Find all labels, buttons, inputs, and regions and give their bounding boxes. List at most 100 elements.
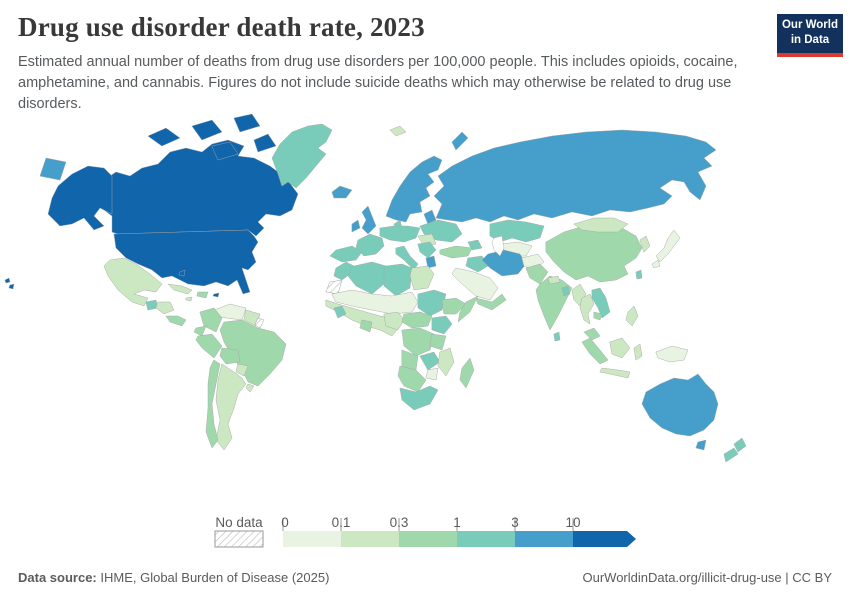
region-pakistan[interactable] (525, 263, 549, 285)
region-paraguay[interactable] (235, 363, 249, 377)
region-french-guiana[interactable] (254, 317, 265, 329)
region-bolivia[interactable] (219, 347, 241, 365)
region-bangladesh[interactable] (561, 285, 571, 297)
region-central-europe[interactable] (379, 225, 421, 243)
region-japan[interactable] (651, 229, 681, 269)
footer-link[interactable]: OurWorldinData.org/illicit-drug-use (582, 570, 782, 585)
legend-bin-5[interactable] (573, 531, 636, 547)
region-sri-lanka[interactable] (553, 331, 561, 342)
region-western-sahara[interactable] (325, 279, 343, 295)
region-brazil[interactable] (219, 319, 287, 387)
region-chile[interactable] (205, 359, 221, 449)
legend-bin-3[interactable] (457, 531, 515, 547)
region-caucasus[interactable] (467, 239, 483, 251)
region-tanzania[interactable] (429, 333, 447, 351)
owid-logo[interactable]: Our World in Data (777, 14, 843, 57)
region-alaska[interactable] (47, 165, 113, 231)
region-australia[interactable] (641, 373, 719, 437)
region-sahel[interactable] (331, 289, 419, 315)
region-indonesia-sumatra[interactable] (581, 337, 609, 365)
region-baltics[interactable] (423, 209, 437, 225)
region-mongolia[interactable] (573, 217, 629, 233)
region-iberia[interactable] (329, 245, 363, 263)
region-taiwan[interactable] (635, 269, 643, 280)
region-peru[interactable] (195, 333, 223, 359)
region-bahamas[interactable] (178, 269, 186, 277)
region-novaya-zemlya[interactable] (451, 131, 469, 151)
region-mozambique[interactable] (437, 347, 455, 377)
region-hungary-romania[interactable] (417, 233, 437, 247)
region-tasmania[interactable] (695, 439, 707, 451)
region-nigeria[interactable] (383, 311, 405, 331)
region-iceland[interactable] (331, 185, 353, 199)
region-algeria[interactable] (347, 261, 387, 295)
region-nepal[interactable] (547, 275, 561, 285)
region-canada[interactable] (99, 139, 299, 237)
region-china[interactable] (545, 223, 643, 283)
region-usa[interactable] (113, 229, 259, 295)
legend-bin-2[interactable] (399, 531, 457, 547)
region-madagascar[interactable] (459, 357, 475, 389)
region-greenland[interactable] (271, 123, 333, 189)
region-egypt[interactable] (409, 265, 435, 291)
region-kenya[interactable] (431, 315, 453, 335)
region-thailand[interactable] (579, 293, 595, 325)
region-ghana[interactable] (359, 319, 373, 333)
region-new-zealand[interactable] (723, 437, 747, 463)
region-ireland[interactable] (351, 219, 361, 233)
region-korea[interactable] (639, 235, 651, 253)
region-india[interactable] (535, 275, 573, 331)
region-cuba[interactable] (167, 283, 193, 295)
region-russia-wrap[interactable] (39, 157, 67, 181)
region-scandinavia[interactable] (385, 155, 443, 223)
region-sulawesi[interactable] (633, 343, 643, 361)
region-dr-congo[interactable] (401, 327, 435, 357)
legend-no-data-swatch[interactable] (214, 530, 264, 548)
region-united-kingdom[interactable] (361, 205, 377, 235)
region-somalia[interactable] (457, 295, 479, 323)
region-sudan[interactable] (417, 289, 447, 317)
legend-bin-1[interactable] (341, 531, 399, 547)
region-vietnam[interactable] (591, 287, 611, 319)
region-guyana[interactable] (243, 309, 261, 327)
region-greece[interactable] (425, 255, 437, 269)
region-zambia[interactable] (419, 351, 441, 371)
region-yemen-oman[interactable] (475, 293, 507, 311)
region-guatemala[interactable] (145, 299, 159, 311)
region-malaysia[interactable] (583, 327, 601, 341)
region-zimbabwe[interactable] (425, 367, 439, 381)
region-mexico[interactable] (103, 257, 163, 307)
legend-bin-0[interactable] (283, 531, 341, 547)
region-hawaii[interactable] (4, 277, 15, 290)
region-ethiopia[interactable] (441, 297, 467, 315)
region-indonesia-borneo[interactable] (609, 337, 631, 359)
region-hispaniola[interactable] (196, 291, 209, 299)
region-honduras-nicaragua[interactable] (155, 301, 175, 315)
legend-no-data-label: No data (215, 515, 263, 530)
region-svalbard[interactable] (389, 125, 407, 137)
region-argentina[interactable] (215, 363, 247, 451)
region-italy[interactable] (395, 245, 419, 271)
region-puerto-rico[interactable] (212, 292, 220, 298)
region-namibia-botswana[interactable] (397, 365, 427, 393)
region-balkans[interactable] (417, 241, 437, 259)
region-new-guinea[interactable] (655, 345, 689, 363)
region-jamaica[interactable] (185, 296, 193, 302)
region-uruguay[interactable] (245, 383, 255, 393)
region-russia[interactable] (433, 129, 717, 223)
region-turkey[interactable] (439, 245, 473, 259)
region-libya[interactable] (383, 263, 413, 297)
region-cambodia[interactable] (593, 311, 603, 321)
region-indonesia-java[interactable] (599, 367, 631, 379)
region-guinea[interactable] (333, 305, 347, 319)
region-ecuador[interactable] (193, 325, 207, 337)
region-cameroon-car[interactable] (401, 311, 433, 329)
region-costa-rica-panama[interactable] (165, 315, 187, 327)
region-saudi-arabia[interactable] (451, 267, 499, 301)
legend-bin-4[interactable] (515, 531, 573, 547)
region-south-africa[interactable] (399, 385, 439, 411)
license-badge[interactable]: CC BY (792, 570, 832, 585)
region-canada-arctic-islands[interactable] (147, 113, 277, 161)
region-philippines[interactable] (625, 305, 639, 327)
region-iran[interactable] (481, 249, 527, 277)
